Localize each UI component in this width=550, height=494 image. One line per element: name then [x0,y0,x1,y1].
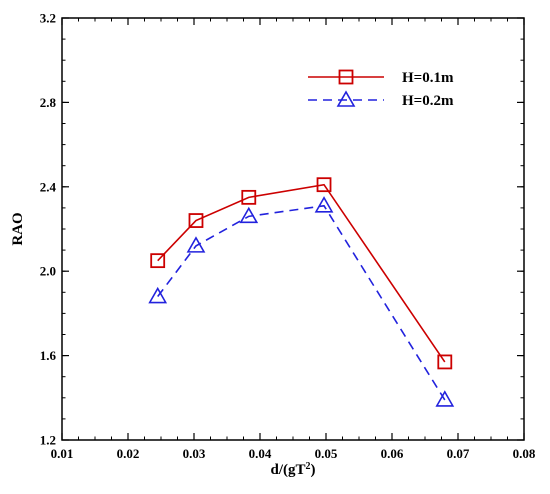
triangle-marker [314,196,334,213]
triangle-marker [148,286,168,304]
series-line [157,183,446,363]
y-axis-title: RAO [10,212,26,245]
square-marker [437,354,453,370]
legend-label: H=0.2m [402,93,454,109]
legend-label: H=0.1m [402,70,454,86]
series-layer [148,177,455,407]
legend-marker [336,90,356,107]
y-tick-label: 2.0 [40,264,56,279]
x-tick-label: 0.03 [183,446,206,461]
y-tick-label: 3.2 [40,11,56,26]
y-tick-label: 2.4 [40,179,57,194]
x-tick-label: 0.02 [117,446,140,461]
x-tick-label: 0.06 [381,446,404,461]
x-tick-label: 0.04 [249,446,272,461]
x-tick-label: 0.07 [447,446,470,461]
legend-item: H=0.1m [308,69,454,86]
square-marker [188,213,204,228]
triangle-marker [186,236,206,253]
series-2 [148,196,455,407]
axes: 0.01 0.02 0.03 0.04 0.05 0.06 0.07 0.08 1.2 1.6 2.… [40,11,536,462]
legend-marker [338,69,354,85]
y-tick-label: 1.2 [40,433,56,448]
square-marker [316,177,332,193]
triangle-marker [239,206,259,224]
legend-item: H=0.2m [308,90,454,109]
y-tick-label: 2.8 [40,95,57,110]
series-1 [150,177,453,370]
legend: H=0.1m H=0.2m [308,69,454,109]
x-tick-label: 0.08 [513,446,536,461]
square-marker [241,189,257,205]
x-tick-label: 0.05 [315,446,338,461]
triangle-marker [435,390,455,407]
series-line [157,204,446,401]
square-marker [150,253,166,269]
x-axis-title: d/(gT2) [270,461,315,479]
plot-frame [61,17,525,441]
y-tick-label: 1.6 [40,348,57,363]
x-tick-label: 0.01 [51,446,74,461]
